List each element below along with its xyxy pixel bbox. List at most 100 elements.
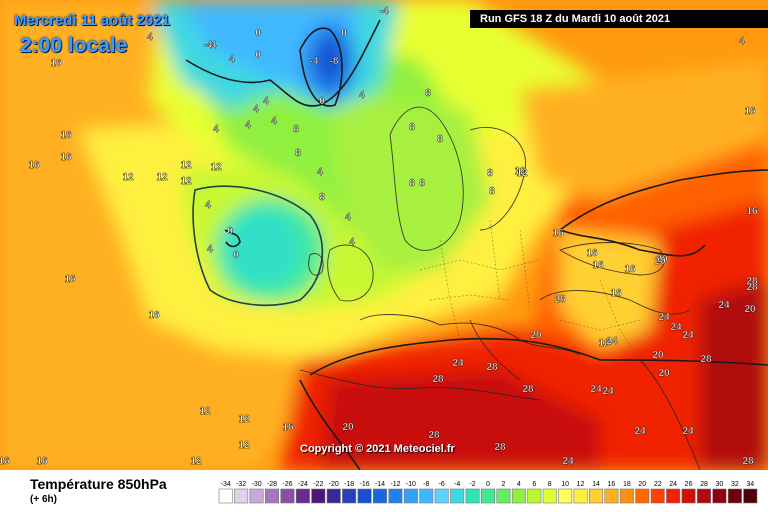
scale-swatch xyxy=(558,488,573,504)
isotherm-label: 16 xyxy=(746,206,758,217)
isotherm-label: 28 xyxy=(432,374,444,385)
scale-swatch xyxy=(249,488,264,504)
scale-tick-label: 4 xyxy=(517,481,521,488)
isotherm-label: 28 xyxy=(494,442,506,453)
isotherm-label: 8 xyxy=(437,134,443,145)
scale-tick-label: -18 xyxy=(344,481,354,488)
forecast-date: Mercredi 11 août 2021 xyxy=(14,12,170,29)
isotherm-label: 28 xyxy=(742,456,754,467)
scale-swatch xyxy=(311,488,326,504)
scale-swatch xyxy=(264,488,280,504)
isotherm-label: -4 xyxy=(204,40,213,51)
scale-swatch xyxy=(403,488,418,504)
isotherm-label: 20 xyxy=(658,368,670,379)
isotherm-label: 4 xyxy=(359,90,365,101)
isotherm-label: 12 xyxy=(180,160,192,171)
scale-swatch xyxy=(388,488,403,504)
scale-tick-label: 26 xyxy=(685,481,693,488)
scale-tick-label: 30 xyxy=(716,481,724,488)
isotherm-label: 0 xyxy=(227,226,233,237)
isotherm-label: 28 xyxy=(486,362,498,373)
isotherm-label: 16 xyxy=(552,228,564,239)
scale-tick-label: -30 xyxy=(252,481,262,488)
isotherm-label: 16 xyxy=(50,58,62,69)
scale-swatch xyxy=(619,488,634,504)
scale-swatch xyxy=(712,488,727,504)
isotherm-label: 28 xyxy=(428,430,440,441)
scale-swatch xyxy=(480,488,496,504)
isotherm-label: 4 xyxy=(345,212,351,223)
isotherm-label: 16 xyxy=(60,130,72,141)
scale-tick-label: -32 xyxy=(236,481,246,488)
isotherm-label: 24 xyxy=(562,456,574,467)
scale-tick-label: 28 xyxy=(700,481,708,488)
isotherm-label: 16 xyxy=(28,160,40,171)
model-run-banner: Run GFS 18 Z du Mardi 10 août 2021 xyxy=(470,10,768,28)
forecast-offset: (+ 6h) xyxy=(30,494,57,505)
isotherm-label: 4 xyxy=(349,237,355,248)
scale-tick-label: -28 xyxy=(267,481,277,488)
isotherm-label: 8 xyxy=(409,178,415,189)
scale-swatch xyxy=(357,488,372,504)
country-borders xyxy=(359,219,641,461)
scale-tick-label: -6 xyxy=(439,481,445,488)
isotherm-label: 24 xyxy=(670,322,682,333)
scale-tick-label: 18 xyxy=(623,481,631,488)
isotherm-label: 16 xyxy=(624,264,636,275)
scale-tick-label: -4 xyxy=(454,481,460,488)
isotherm-label: 20 xyxy=(654,256,666,267)
isotherm-label: 8 xyxy=(319,192,325,203)
isotherm-label: 28 xyxy=(746,276,758,287)
isotherm-label: 24 xyxy=(606,336,618,347)
isotherm-label: 8 xyxy=(489,186,495,197)
scale-swatch xyxy=(650,488,665,504)
scale-swatch xyxy=(234,488,249,504)
color-scale: -34 -32 -30 -28 -26 -24 -22 -20 -18 -16 -14 -12 -10-… xyxy=(218,481,758,504)
isotherm-label: 8 xyxy=(425,88,431,99)
scale-tick-label: -2 xyxy=(469,481,475,488)
scale-swatch xyxy=(542,488,557,504)
scale-swatch xyxy=(342,488,357,504)
isotherm-label: 4 xyxy=(147,32,153,43)
scale-swatch xyxy=(372,488,388,504)
scale-swatch xyxy=(743,488,758,504)
isotherm-label: 12 xyxy=(238,414,250,425)
isotherm-label: 24 xyxy=(590,384,602,395)
scale-swatch xyxy=(588,488,604,504)
scale-tick-label: 0 xyxy=(486,481,490,488)
isotherm-label: -4 xyxy=(208,40,217,51)
isotherm-label: 24 xyxy=(718,300,730,311)
isotherm-label: 8 xyxy=(293,124,299,135)
scale-swatch xyxy=(450,488,465,504)
isotherm-label: 0 xyxy=(341,28,347,39)
scale-tick-label: 8 xyxy=(548,481,552,488)
forecast-time: 2:00 locale xyxy=(20,34,128,57)
isotherm-label: 4 xyxy=(253,104,259,115)
scale-tick-label: -22 xyxy=(313,481,323,488)
isotherm-label: 4 xyxy=(229,54,235,65)
scale-tick-label: -14 xyxy=(375,481,385,488)
isotherm-label: 8 xyxy=(419,178,425,189)
isotherm-label: 0 xyxy=(255,50,261,61)
scale-tick-label: 20 xyxy=(638,481,646,488)
scale-swatch xyxy=(696,488,712,504)
scale-tick-label: -24 xyxy=(298,481,308,488)
scale-tick-label: -26 xyxy=(282,481,292,488)
scale-tick-label: 10 xyxy=(561,481,569,488)
scale-tick-label: -12 xyxy=(390,481,400,488)
scale-swatch xyxy=(635,488,650,504)
scale-swatch xyxy=(727,488,742,504)
isotherm-label: 12 xyxy=(514,166,526,177)
isotherm-label: -4 xyxy=(310,56,319,67)
isotherm-label: 24 xyxy=(682,426,694,437)
isotherm-label: -4 xyxy=(380,6,389,17)
isotherm-label: 16 xyxy=(64,274,76,285)
isotherm-label: 12 xyxy=(238,440,250,451)
isotherm-label: 24 xyxy=(452,358,464,369)
isotherm-label: 20 xyxy=(530,330,542,341)
scale-swatch xyxy=(527,488,542,504)
parameter-title: Température 850hPa xyxy=(30,476,167,492)
isotherm-label: 16 xyxy=(36,456,48,467)
